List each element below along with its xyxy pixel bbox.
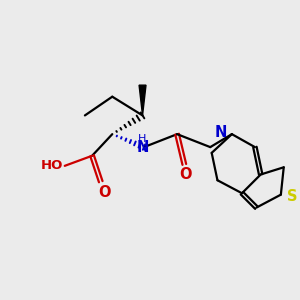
Polygon shape — [139, 85, 146, 116]
Text: O: O — [179, 167, 192, 182]
Text: N: N — [214, 125, 227, 140]
Text: O: O — [98, 184, 110, 200]
Text: N: N — [136, 140, 149, 154]
Text: S: S — [286, 189, 297, 204]
Text: HO: HO — [41, 159, 63, 172]
Text: H: H — [138, 134, 147, 144]
